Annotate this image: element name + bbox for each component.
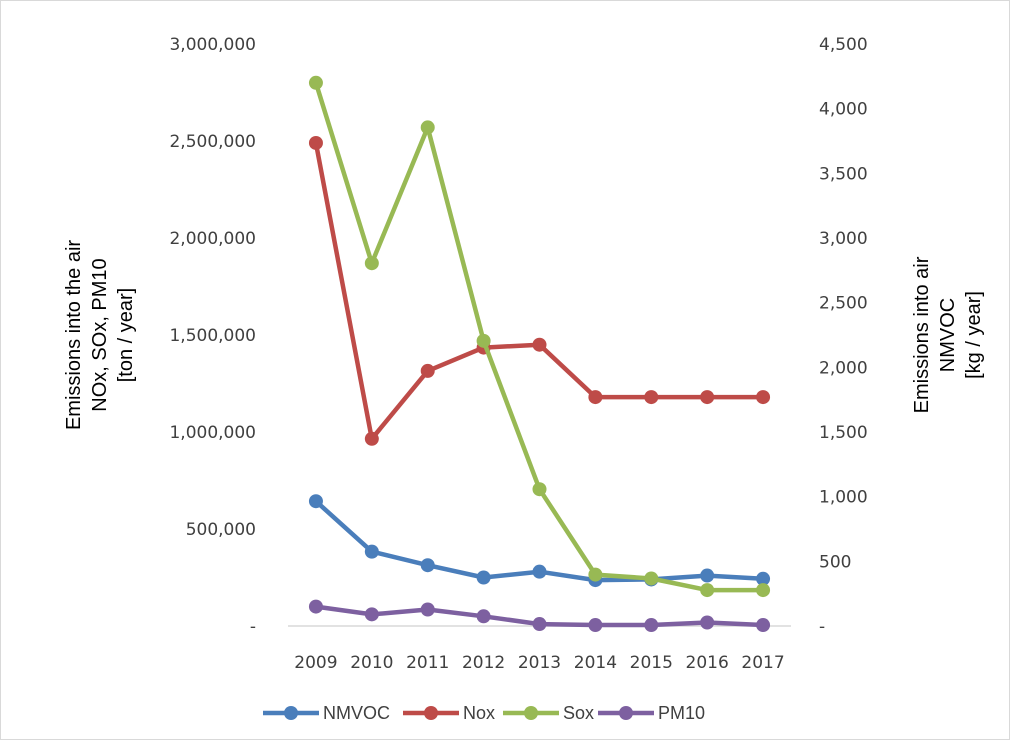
series-line xyxy=(313,82,764,593)
right-tick-label: 1,000 xyxy=(819,488,868,508)
legend-swatch-marker xyxy=(524,706,538,720)
data-point xyxy=(364,544,379,559)
left-tick-label: 2,500,000 xyxy=(169,132,256,152)
right-tick-label: 2,500 xyxy=(819,294,868,314)
right-tick-label: 1,500 xyxy=(819,423,868,443)
series-sox xyxy=(308,75,771,598)
data-point xyxy=(420,363,435,378)
legend: NMVOC Nox Sox PM10 xyxy=(263,703,705,723)
data-point xyxy=(756,618,771,633)
x-tick-label: 2013 xyxy=(518,653,561,673)
right-tick-label: 2,000 xyxy=(819,358,868,378)
legend-swatch-marker xyxy=(424,706,438,720)
series-line xyxy=(313,142,764,442)
data-point xyxy=(532,337,547,352)
data-point xyxy=(420,602,435,617)
data-point xyxy=(420,120,435,135)
data-point xyxy=(532,564,547,579)
left-tick-label: 2,000,000 xyxy=(169,229,256,249)
data-point xyxy=(532,482,547,497)
right-axis-title: Emissions into air NMVOC [kg / year] xyxy=(911,256,985,413)
left-tick-label: - xyxy=(250,617,256,637)
left-tick-label: 500,000 xyxy=(186,520,256,540)
data-point xyxy=(644,390,659,405)
axis-title-line: NOx, SOx, PM10 xyxy=(89,258,111,411)
legend-label: Nox xyxy=(463,703,495,723)
right-tick-label: 3,000 xyxy=(819,229,868,249)
legend-item-nmvoc: NMVOC xyxy=(263,703,390,723)
series-nmvoc xyxy=(308,494,771,588)
x-tick-label: 2011 xyxy=(406,653,449,673)
legend-label: PM10 xyxy=(658,703,705,723)
legend-item-sox: Sox xyxy=(503,703,594,723)
x-tick-label: 2010 xyxy=(350,653,393,673)
x-tick-label: 2017 xyxy=(741,653,784,673)
data-point xyxy=(476,570,491,585)
x-tick-label: 2009 xyxy=(294,653,337,673)
data-point xyxy=(420,558,435,573)
legend-item-nox: Nox xyxy=(403,703,495,723)
data-point xyxy=(308,75,323,90)
data-point xyxy=(756,390,771,405)
series-nox xyxy=(308,135,771,446)
data-point xyxy=(308,599,323,614)
axis-title-line: Emissions into the air xyxy=(63,240,85,430)
data-point xyxy=(588,567,603,582)
right-tick-label: 4,000 xyxy=(819,100,868,120)
legend-label: Sox xyxy=(563,703,594,723)
data-point xyxy=(476,333,491,348)
data-point xyxy=(700,390,715,405)
data-point xyxy=(756,571,771,586)
legend-label: NMVOC xyxy=(323,703,390,723)
left-tick-label: 3,000,000 xyxy=(169,35,256,55)
axis-title-line: Emissions into air xyxy=(911,256,933,413)
right-tick-label: 4,500 xyxy=(819,35,868,55)
left-tick-label: 1,500,000 xyxy=(169,326,256,346)
right-axis-ticks: - 500 1,000 1,500 2,000 2,500 3,000 3,500 4,000 4… xyxy=(819,35,868,637)
left-axis-title: Emissions into the air NOx, SOx, PM10 [ton… xyxy=(63,240,137,430)
data-point xyxy=(364,431,379,446)
series-pm10 xyxy=(308,599,771,633)
axis-title-line: [ton / year] xyxy=(115,288,137,383)
data-point xyxy=(364,256,379,271)
data-point xyxy=(364,607,379,622)
axis-title-line: NMVOC xyxy=(937,298,959,372)
series-lines xyxy=(308,75,771,633)
data-point xyxy=(308,135,323,150)
data-point xyxy=(700,583,715,598)
legend-swatch-marker xyxy=(619,706,633,720)
data-point xyxy=(308,494,323,509)
data-point xyxy=(644,571,659,586)
legend-item-pm10: PM10 xyxy=(598,703,705,723)
x-tick-label: 2014 xyxy=(574,653,617,673)
data-point xyxy=(644,618,659,633)
data-point xyxy=(532,617,547,632)
legend-swatch-marker xyxy=(284,706,298,720)
left-axis-ticks: - 500,000 1,000,000 1,500,000 2,000,000 2,500… xyxy=(169,35,256,637)
data-point xyxy=(588,390,603,405)
x-tick-label: 2015 xyxy=(630,653,673,673)
data-point xyxy=(756,583,771,598)
x-tick-label: 2016 xyxy=(686,653,729,673)
right-tick-label: 500 xyxy=(819,552,851,572)
data-point xyxy=(588,618,603,633)
data-point xyxy=(700,568,715,583)
x-axis-ticks: 2009 2010 2011 2012 2013 2014 2015 2016 2017 xyxy=(294,653,784,673)
data-point xyxy=(476,609,491,624)
right-tick-label: 3,500 xyxy=(819,164,868,184)
data-point xyxy=(700,615,715,630)
right-tick-label: - xyxy=(819,617,825,637)
axis-title-line: [kg / year] xyxy=(963,291,985,379)
left-tick-label: 1,000,000 xyxy=(169,423,256,443)
x-tick-label: 2012 xyxy=(462,653,505,673)
